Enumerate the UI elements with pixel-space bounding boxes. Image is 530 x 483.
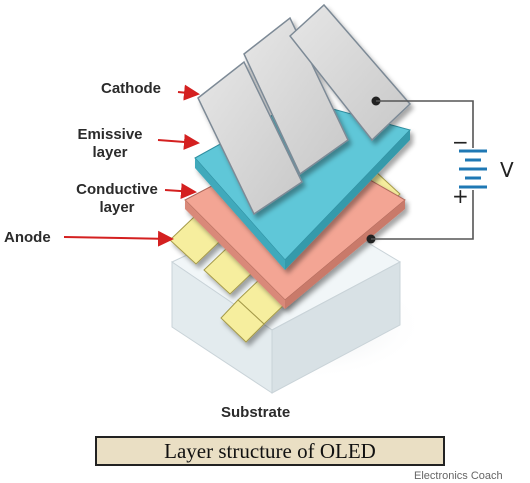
substrate-label: Substrate [221,404,291,421]
conductive-arrow [164,183,197,200]
anode-wire [371,190,474,240]
conductive-label-line2: layer [99,199,135,216]
cathode-layer [197,3,412,216]
conductive-label: Conductive layer [70,181,164,217]
emissive-arrow [157,133,200,150]
emissive-label-line2: layer [92,144,128,161]
caption-box: Layer structure of OLED [95,436,445,466]
cathode-label: Cathode [101,80,161,97]
conductive-label-line1: Conductive [76,181,158,198]
emissive-label: Emissive layer [70,126,150,162]
emissive-label-line1: Emissive [77,126,143,143]
anode-label: Anode [4,229,51,246]
cathode-arrow [177,84,200,101]
voltage-label: V [500,158,514,182]
battery-plus-sign: + [452,184,469,208]
battery-minus-sign: − [452,130,469,154]
watermark: Electronics Coach [414,470,503,482]
caption-text: Layer structure of OLED [164,438,376,463]
anode-arrow [63,230,174,247]
battery-symbol [459,149,487,189]
cathode-wire [376,100,474,148]
